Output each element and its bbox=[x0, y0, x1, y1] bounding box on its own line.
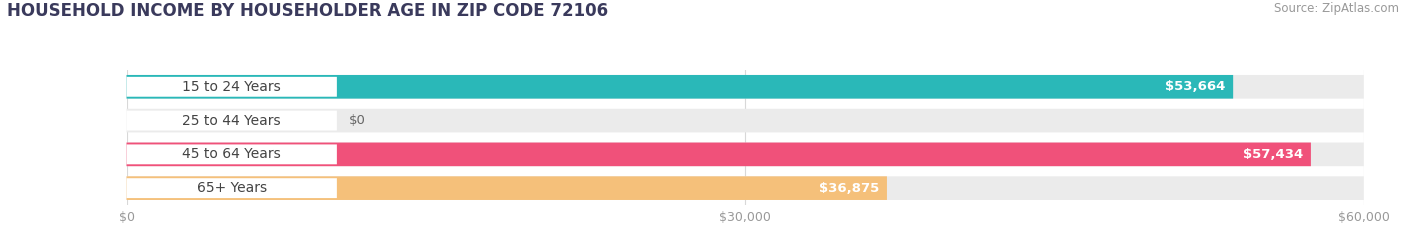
FancyBboxPatch shape bbox=[127, 178, 337, 198]
Text: $36,875: $36,875 bbox=[820, 182, 880, 195]
FancyBboxPatch shape bbox=[127, 176, 1364, 200]
FancyBboxPatch shape bbox=[127, 75, 1364, 99]
Text: $57,434: $57,434 bbox=[1243, 148, 1303, 161]
FancyBboxPatch shape bbox=[127, 143, 1364, 166]
Text: Source: ZipAtlas.com: Source: ZipAtlas.com bbox=[1274, 2, 1399, 15]
Text: 45 to 64 Years: 45 to 64 Years bbox=[183, 147, 281, 161]
FancyBboxPatch shape bbox=[127, 75, 1233, 99]
Text: 15 to 24 Years: 15 to 24 Years bbox=[183, 80, 281, 94]
FancyBboxPatch shape bbox=[127, 111, 337, 130]
Text: 25 to 44 Years: 25 to 44 Years bbox=[183, 113, 281, 128]
Text: $53,664: $53,664 bbox=[1166, 80, 1226, 93]
Text: HOUSEHOLD INCOME BY HOUSEHOLDER AGE IN ZIP CODE 72106: HOUSEHOLD INCOME BY HOUSEHOLDER AGE IN Z… bbox=[7, 2, 609, 20]
FancyBboxPatch shape bbox=[127, 143, 1310, 166]
FancyBboxPatch shape bbox=[127, 77, 337, 97]
Text: 65+ Years: 65+ Years bbox=[197, 181, 267, 195]
Text: $0: $0 bbox=[349, 114, 366, 127]
FancyBboxPatch shape bbox=[127, 144, 337, 164]
FancyBboxPatch shape bbox=[127, 109, 1364, 132]
FancyBboxPatch shape bbox=[127, 176, 887, 200]
